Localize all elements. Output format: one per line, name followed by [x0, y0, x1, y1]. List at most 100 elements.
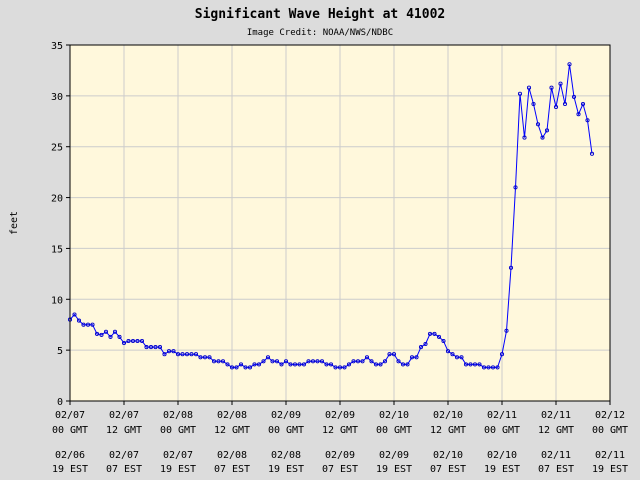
data-point	[337, 365, 343, 370]
data-point	[220, 359, 226, 364]
data-point	[126, 338, 131, 344]
x-tick-label-est-date: 02/07	[163, 450, 193, 461]
x-tick-label-est-time: 19 EST	[592, 464, 628, 475]
data-point	[414, 355, 419, 360]
data-point	[279, 362, 284, 367]
x-tick-label-gmt-date: 02/12	[595, 410, 625, 421]
x-tick-label-est-time: 07 EST	[430, 464, 466, 475]
x-tick-label-est-time: 07 EST	[322, 464, 358, 475]
data-point	[292, 362, 298, 367]
y-tick-label: 35	[51, 41, 63, 52]
x-tick-label-gmt-date: 02/07	[109, 410, 139, 421]
data-point	[360, 359, 365, 364]
data-point	[270, 359, 275, 364]
data-point	[252, 362, 257, 367]
data-point	[315, 359, 320, 364]
data-point	[135, 338, 140, 344]
data-point	[355, 359, 361, 364]
data-point	[319, 359, 325, 364]
data-point	[418, 345, 424, 350]
data-point	[175, 352, 181, 357]
data-point	[423, 341, 428, 347]
data-point	[553, 104, 559, 110]
data-point	[171, 349, 176, 354]
data-point	[472, 362, 478, 367]
data-point	[229, 365, 235, 370]
y-tick-label: 0	[57, 397, 63, 408]
data-point	[234, 365, 239, 370]
data-point	[72, 312, 77, 317]
data-point	[459, 355, 464, 360]
data-point	[90, 322, 95, 327]
data-point	[364, 355, 370, 360]
data-point	[540, 135, 545, 140]
data-point	[544, 128, 550, 133]
data-point	[99, 332, 104, 337]
grid-lines	[66, 44, 611, 405]
x-tick-label-est-date: 02/10	[433, 450, 463, 461]
data-point	[216, 359, 221, 364]
data-point	[499, 352, 505, 357]
data-point	[405, 362, 410, 367]
x-tick-label-est-date: 02/06	[55, 450, 85, 461]
x-tick-label-est-time: 19 EST	[52, 464, 88, 475]
data-point	[504, 328, 509, 333]
data-point	[108, 334, 113, 339]
x-tick-label-est-time: 07 EST	[214, 464, 250, 475]
y-tick-label: 10	[51, 295, 63, 306]
data-point	[184, 352, 190, 357]
data-point	[508, 265, 514, 270]
x-tick-label-est-date: 02/08	[217, 450, 247, 461]
data-point	[112, 329, 118, 334]
data-point	[513, 185, 518, 190]
data-point	[463, 362, 469, 367]
data-point	[387, 352, 392, 357]
y-tick-label: 20	[51, 194, 63, 205]
data-point	[288, 362, 293, 367]
y-tick-label: 25	[51, 143, 63, 154]
x-tick-label-est-date: 02/10	[487, 450, 517, 461]
data-point	[153, 345, 158, 350]
data-point	[531, 101, 536, 107]
data-point	[166, 349, 172, 354]
data-point	[247, 365, 253, 370]
x-tick-label-est-date: 02/09	[379, 450, 409, 461]
x-tick-label-est-time: 19 EST	[484, 464, 520, 475]
data-point	[328, 362, 334, 367]
chart-subtitle: Image Credit: NOAA/NWS/NDBC	[247, 28, 393, 38]
x-tick-label-est-date: 02/11	[595, 450, 625, 461]
data-point	[351, 359, 356, 364]
data-point	[373, 362, 379, 367]
x-tick-label-gmt-date: 02/09	[271, 410, 301, 421]
x-tick-label-gmt-time: 12 GMT	[214, 425, 250, 436]
x-tick-label-gmt-time: 00 GMT	[376, 425, 412, 436]
data-point	[486, 365, 491, 370]
data-point	[382, 359, 388, 364]
x-tick-label-est-time: 07 EST	[538, 464, 574, 475]
x-tick-label-gmt-date: 02/10	[433, 410, 463, 421]
data-point	[121, 340, 127, 346]
data-point	[567, 62, 572, 67]
data-point	[211, 359, 217, 364]
data-point	[139, 338, 145, 344]
data-point	[283, 359, 289, 364]
data-point	[85, 322, 91, 327]
data-point	[162, 352, 167, 357]
x-tick-label-est-time: 19 EST	[376, 464, 412, 475]
data-point	[76, 318, 82, 323]
x-tick-label-gmt-date: 02/07	[55, 410, 85, 421]
data-point	[391, 352, 397, 357]
data-point	[585, 118, 590, 123]
x-tick-label-est-date: 02/09	[325, 450, 355, 461]
data-point	[157, 345, 163, 350]
x-tick-label-gmt-time: 12 GMT	[106, 425, 142, 436]
data-point	[589, 151, 595, 156]
data-point	[445, 349, 451, 354]
y-tick-labels: 0 5 10 15 20 25 30 35	[51, 41, 63, 408]
x-tick-label-est-date: 02/11	[541, 450, 571, 461]
data-point	[148, 345, 154, 350]
data-point	[409, 355, 415, 360]
data-point	[324, 362, 329, 367]
data-point	[274, 359, 280, 364]
